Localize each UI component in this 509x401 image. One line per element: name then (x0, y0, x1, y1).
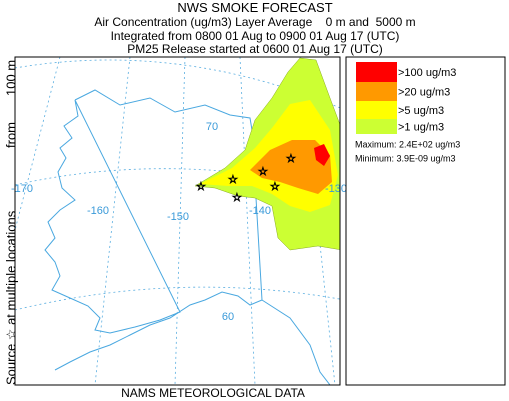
footer: NAMS METEOROLOGICAL DATA (121, 386, 305, 400)
star: ☆ (196, 181, 206, 193)
legend-maximum: Maximum: 2.4E+02 ug/m3 (355, 139, 460, 149)
legend-frame (345, 56, 506, 386)
legend-minimum: Minimum: 3.9E-09 ug/m3 (355, 153, 456, 163)
star: ☆ (270, 181, 280, 193)
legend-label: >1 ug/m3 (398, 121, 444, 133)
source-stars: ☆ ☆ ☆ ☆ ☆ ☆ (196, 153, 297, 205)
legend-label: >20 ug/m3 (398, 86, 450, 98)
smoke-plume (194, 57, 340, 251)
legend-swatch (356, 101, 397, 119)
subtitle: Air Concentration (ug/m3) Layer Average … (94, 15, 415, 29)
star: ☆ (228, 174, 238, 186)
subtitle: Integrated from 0800 01 Aug to 0900 01 A… (111, 29, 400, 43)
map-label: -150 (167, 211, 189, 223)
subtitle: PM25 Release started at 0600 01 Aug 17 (… (127, 42, 382, 56)
map-frame (14, 56, 341, 386)
legend-label: >5 ug/m3 (398, 105, 444, 117)
map-label: 60 (222, 311, 234, 323)
star: ☆ (286, 153, 296, 165)
legend-swatch (356, 119, 397, 134)
source-label: Source ☆ at multiple locations from 100 … (3, 60, 18, 385)
legend: Maximum: 2.4E+02 ug/m3 Minimum: 3.9E-09 … (345, 56, 506, 386)
map-label: -130 (325, 183, 347, 195)
source-text: 100 m (3, 60, 18, 96)
source-text: Source ☆ at multiple locations (3, 210, 18, 385)
legend-label: >100 ug/m3 (398, 67, 456, 79)
map-label: 70 (206, 121, 218, 133)
source-text: from (3, 122, 18, 148)
legend-swatch (356, 82, 397, 101)
map-label: -160 (87, 205, 109, 217)
legend-swatch (356, 62, 397, 82)
star: ☆ (232, 192, 242, 204)
map-label: -170 (11, 183, 33, 195)
star: ☆ (258, 166, 268, 178)
title: NWS SMOKE FORECAST (177, 0, 332, 15)
map: ☆ ☆ ☆ ☆ ☆ ☆ 70 -170 -160 -150 -140 -130 … (11, 56, 347, 386)
map-label: -140 (249, 205, 271, 217)
